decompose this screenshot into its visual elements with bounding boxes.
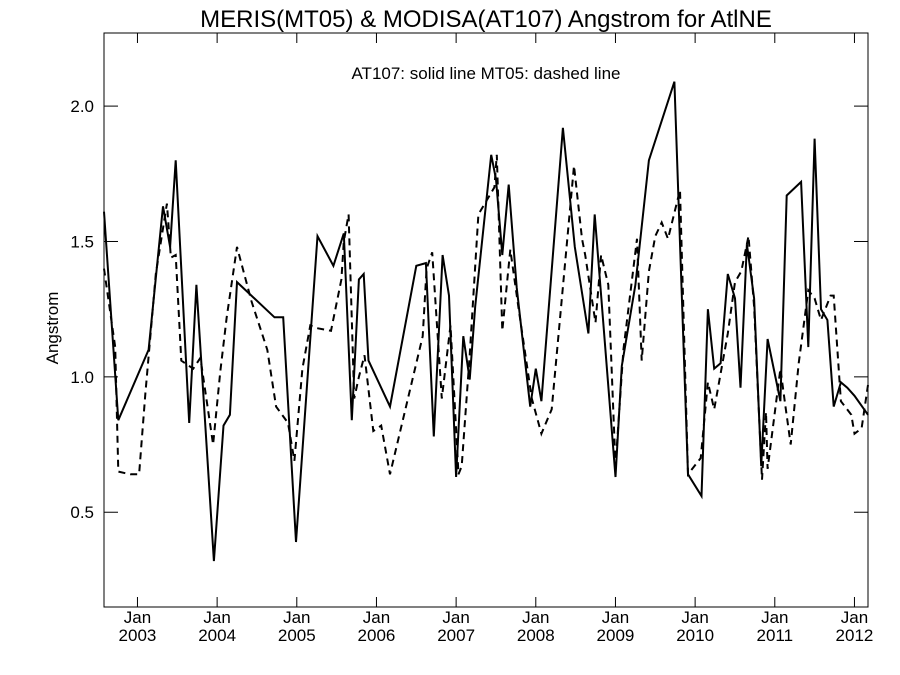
x-tick-month-label: Jan — [602, 608, 629, 627]
y-tick-label: 0.5 — [70, 503, 94, 522]
x-tick-month-label: Jan — [681, 608, 708, 627]
series-at107-solid-line — [103, 81, 869, 562]
x-tick-year-label: 2007 — [437, 626, 475, 645]
y-tick-label: 1.0 — [70, 368, 94, 387]
y-tick-label: 1.5 — [70, 232, 94, 251]
x-tick-month-label: Jan — [203, 608, 230, 627]
x-tick-year-label: 2005 — [278, 626, 316, 645]
x-tick-month-label: Jan — [761, 608, 788, 627]
x-tick-year-label: 2012 — [836, 626, 874, 645]
x-tick-month-label: Jan — [283, 608, 310, 627]
x-tick-month-label: Jan — [442, 608, 469, 627]
chart-title: MERIS(MT05) & MODISA(AT107) Angstrom for… — [200, 6, 772, 33]
x-tick-month-label: Jan — [363, 608, 390, 627]
x-tick-month-label: Jan — [522, 608, 549, 627]
x-tick-year-label: 2009 — [597, 626, 635, 645]
x-tick-year-label: 2004 — [198, 626, 236, 645]
series-layer — [103, 81, 869, 562]
x-tick-year-label: 2006 — [358, 626, 396, 645]
plot-frame — [103, 32, 869, 608]
x-axis-ticks: Jan2003Jan2004Jan2005Jan2006Jan2007Jan20… — [119, 33, 874, 645]
x-tick-year-label: 2011 — [757, 626, 794, 645]
x-tick-year-label: 2008 — [517, 626, 555, 645]
series-mt05-dashed-line — [103, 154, 869, 480]
x-tick-month-label: Jan — [124, 608, 151, 627]
y-axis-label: Angstrom — [43, 292, 62, 365]
x-tick-year-label: 2010 — [676, 626, 714, 645]
chart-annotation: AT107: solid line MT05: dashed line — [351, 64, 620, 83]
x-tick-year-label: 2003 — [119, 626, 157, 645]
y-tick-label: 2.0 — [70, 97, 94, 116]
y-axis-ticks: 0.5 1.0 1.5 2.0 — [70, 97, 868, 522]
x-tick-month-label: Jan — [841, 608, 868, 627]
